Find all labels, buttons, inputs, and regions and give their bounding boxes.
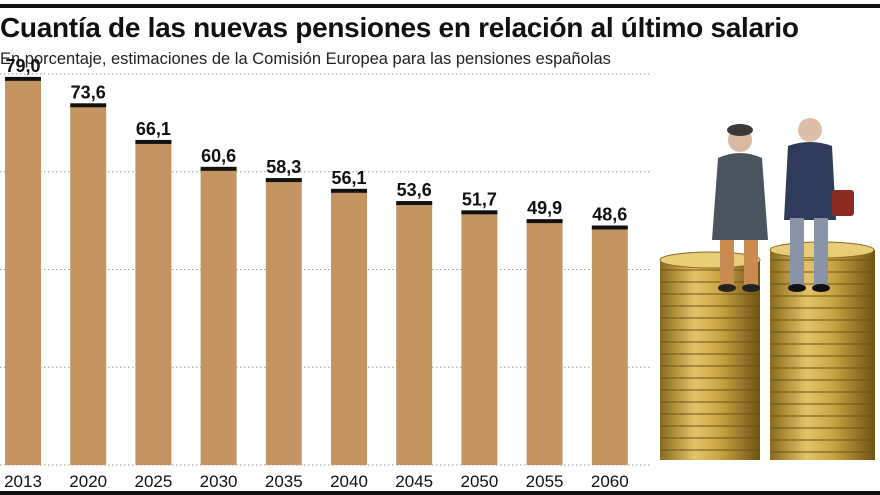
x-tick-label: 2040	[330, 472, 368, 491]
bar	[591, 227, 628, 465]
chart-subtitle: En porcentaje, estimaciones de la Comisi…	[0, 50, 611, 68]
bar-cap	[200, 166, 237, 171]
bar	[70, 105, 107, 465]
bar-value-label: 51,7	[462, 189, 497, 209]
bar	[396, 203, 433, 465]
bar-cap	[265, 178, 302, 183]
bar-value-label: 60,6	[201, 146, 236, 166]
x-tick-label: 2050	[460, 472, 498, 491]
bar-cap	[70, 103, 107, 108]
x-tick-label: 2013	[4, 472, 42, 491]
x-tick-label: 2025	[134, 472, 172, 491]
bar	[200, 168, 237, 465]
x-tick-label: 2035	[265, 472, 303, 491]
x-tick-label: 2045	[395, 472, 433, 491]
pensioners-on-coin-stacks-image	[659, 118, 875, 460]
bar	[265, 180, 302, 465]
bar-value-label: 79,0	[5, 56, 40, 76]
x-tick-label: 2020	[69, 472, 107, 491]
bar-cap	[461, 210, 498, 215]
bar-value-label: 73,6	[71, 82, 106, 102]
bar	[135, 141, 172, 465]
bar-cap	[331, 188, 367, 193]
left-coin-stack	[659, 251, 761, 460]
bar-cap	[396, 201, 433, 206]
bar-cap	[526, 219, 563, 224]
bar-value-label: 56,1	[331, 168, 366, 188]
bar-value-label: 66,1	[136, 119, 171, 139]
elderly-woman-figure	[712, 124, 768, 292]
bar-value-label: 53,6	[397, 180, 432, 200]
bar-value-label: 48,6	[592, 204, 627, 224]
bar	[526, 221, 563, 465]
x-tick-label: 2060	[591, 472, 629, 491]
bar	[5, 78, 41, 465]
x-tick-label: 2030	[200, 472, 238, 491]
bar-cap	[591, 225, 628, 230]
bar-cap	[5, 76, 41, 81]
x-tick-label: 2055	[526, 472, 564, 491]
bottom-rule	[0, 491, 880, 495]
elderly-man-figure	[784, 118, 854, 292]
bar	[461, 212, 498, 465]
bar	[331, 190, 367, 465]
top-rule	[0, 4, 880, 8]
chart-title: Cuantía de las nuevas pensiones en relac…	[0, 12, 799, 43]
bar-value-label: 49,9	[527, 198, 562, 218]
bar-cap	[135, 139, 172, 144]
bar-value-label: 58,3	[266, 157, 301, 177]
